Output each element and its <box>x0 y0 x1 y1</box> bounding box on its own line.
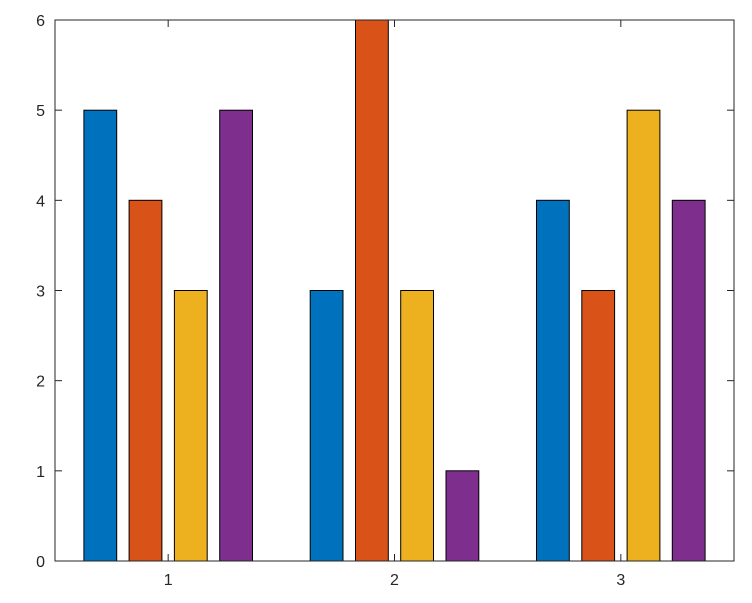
y-tick-label: 4 <box>36 193 45 210</box>
y-tick-label: 6 <box>36 13 45 30</box>
bar-series1-cat1 <box>83 109 118 562</box>
bar-series3-cat2 <box>400 290 435 562</box>
bars-group <box>83 19 706 562</box>
y-tick-label: 0 <box>36 554 45 571</box>
bar-series4-cat3 <box>671 199 706 562</box>
x-tick-label: 1 <box>164 572 173 589</box>
bar-series1-cat3 <box>536 199 570 562</box>
bar-series2-cat1 <box>128 199 163 562</box>
x-tick-label: 3 <box>616 572 625 589</box>
x-tick-label: 2 <box>390 572 399 589</box>
bar-series3-cat1 <box>173 290 208 562</box>
y-tick-label: 2 <box>36 374 45 391</box>
ticks-group <box>55 19 734 562</box>
bar-series3-cat3 <box>626 109 661 562</box>
tick-labels-group: 0 1 2 3 4 5 6 1 2 3 <box>36 13 625 589</box>
bar-series2-cat3 <box>581 290 616 562</box>
y-tick-label: 5 <box>36 103 45 120</box>
bar-series2-cat2 <box>355 19 389 562</box>
bar-series4-cat2 <box>445 470 480 562</box>
y-tick-label: 3 <box>36 284 45 301</box>
y-tick-label: 1 <box>36 464 45 481</box>
bar-series1-cat2 <box>309 290 344 562</box>
bar-series4-cat1 <box>219 109 253 562</box>
